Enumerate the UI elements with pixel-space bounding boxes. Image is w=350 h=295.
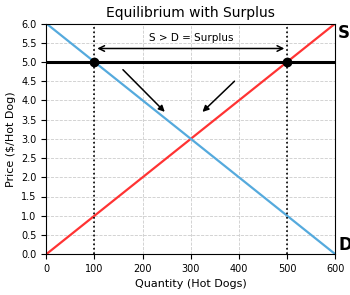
Text: S: S: [338, 24, 350, 42]
X-axis label: Quantity (Hot Dogs): Quantity (Hot Dogs): [135, 279, 247, 289]
Text: D: D: [338, 236, 350, 254]
Text: S > D = Surplus: S > D = Surplus: [148, 34, 233, 43]
Y-axis label: Price ($/Hot Dog): Price ($/Hot Dog): [6, 91, 15, 187]
Title: Equilibrium with Surplus: Equilibrium with Surplus: [106, 6, 275, 19]
